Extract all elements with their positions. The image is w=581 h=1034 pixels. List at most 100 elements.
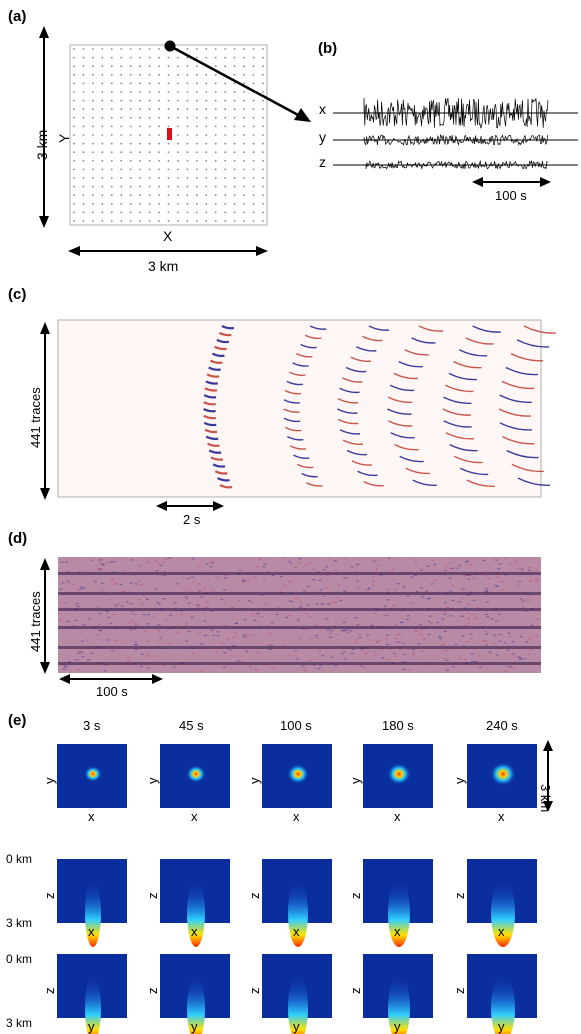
station-dot (158, 48, 160, 50)
station-dot (158, 56, 160, 59)
noise-speck (256, 612, 260, 614)
noise-speck (358, 634, 362, 636)
station-dot (243, 56, 246, 59)
noise-speck (339, 599, 343, 602)
station-dot (92, 48, 94, 50)
noise-speck (413, 559, 417, 561)
station-dot (195, 177, 198, 179)
panel-b-label: (b) (318, 40, 338, 57)
station-dot (224, 134, 227, 136)
station-dot (92, 73, 94, 76)
station-dot (139, 116, 142, 119)
time-label-45s: 45 s (179, 718, 204, 733)
arrival-wiggle (337, 408, 358, 414)
noise-speck (107, 616, 111, 618)
station-dot (243, 185, 246, 188)
noise-speck (298, 558, 302, 560)
source-focus-plume (288, 879, 308, 947)
station-dot (101, 202, 104, 205)
noise-speck (490, 618, 494, 620)
station-dot (139, 48, 142, 50)
station-dot (120, 91, 123, 93)
noise-speck (497, 568, 500, 570)
noise-speck (295, 597, 299, 599)
station-dot (167, 116, 170, 119)
noise-speck (109, 561, 113, 564)
noise-speck (520, 568, 524, 570)
station-dot (224, 56, 227, 59)
noise-speck (239, 660, 243, 663)
noise-speck (419, 633, 423, 635)
noise-speck (455, 567, 459, 569)
noise-speck (64, 561, 68, 563)
noise-speck (172, 666, 176, 668)
noise-speck (484, 613, 488, 615)
noise-speck (351, 648, 355, 650)
noise-speck (241, 581, 245, 583)
station-dot (205, 185, 208, 188)
noise-speck (115, 640, 119, 642)
noise-speck (500, 580, 503, 582)
station-dot (73, 185, 75, 188)
station-dot (195, 159, 198, 162)
arrival-wiggle (203, 401, 216, 406)
arrival-wiggle (499, 394, 532, 403)
noise-speck (266, 644, 270, 646)
noise-speck (74, 659, 78, 661)
station-dot (92, 99, 94, 102)
gather-frame (57, 319, 542, 498)
noise-speck (80, 651, 84, 653)
noise-speck (519, 636, 523, 638)
station-dot (120, 82, 123, 85)
arrival-wiggle (286, 380, 303, 386)
station-dot (262, 108, 264, 111)
noise-speck (410, 576, 414, 578)
noise-speck (66, 580, 70, 582)
noise-speck (343, 577, 347, 579)
station-dot (252, 177, 255, 179)
noise-speck (154, 560, 158, 562)
noise-speck (518, 580, 522, 583)
noise-speck (80, 640, 84, 642)
noise-trace-label: 441 traces (28, 591, 43, 652)
noise-speck (306, 604, 310, 606)
station-dot (177, 108, 179, 111)
station-pointer-arrow (169, 44, 301, 118)
station-dot (262, 159, 264, 162)
noise-speck (451, 666, 455, 668)
station-dot (148, 99, 151, 102)
station-dot (129, 134, 132, 136)
station-dot (82, 211, 85, 214)
noise-speck (528, 638, 532, 640)
noise-speck (366, 589, 370, 591)
noise-speck (248, 666, 252, 668)
station-dot (139, 185, 142, 188)
noise-speck (415, 631, 419, 633)
arrival-wiggle (204, 387, 218, 392)
station-dot (101, 73, 104, 76)
station-dot (195, 194, 198, 197)
noise-speck (99, 629, 103, 632)
noise-speck (117, 602, 121, 604)
station-dot (73, 56, 75, 59)
station-dot (120, 134, 123, 136)
noise-speck (304, 564, 308, 566)
arrival-wiggle (218, 331, 232, 337)
arrival-wiggle (398, 360, 423, 368)
noise-speck (129, 603, 133, 605)
noise-speck (132, 613, 136, 615)
station-dot (139, 168, 142, 171)
noise-speck (425, 590, 429, 592)
noise-speck (159, 639, 163, 641)
noise-speck (360, 649, 364, 651)
noise-speck (461, 615, 465, 617)
arrival-wiggle (449, 443, 478, 452)
noise-speck (519, 598, 523, 600)
station-dot (148, 56, 151, 59)
station-dot (82, 168, 85, 171)
arrival-wiggle (357, 470, 378, 477)
station-dot (120, 116, 123, 119)
component-label-y: y (319, 129, 326, 145)
image-vertical-axis-label: z (145, 987, 160, 995)
noise-speck (157, 629, 160, 631)
